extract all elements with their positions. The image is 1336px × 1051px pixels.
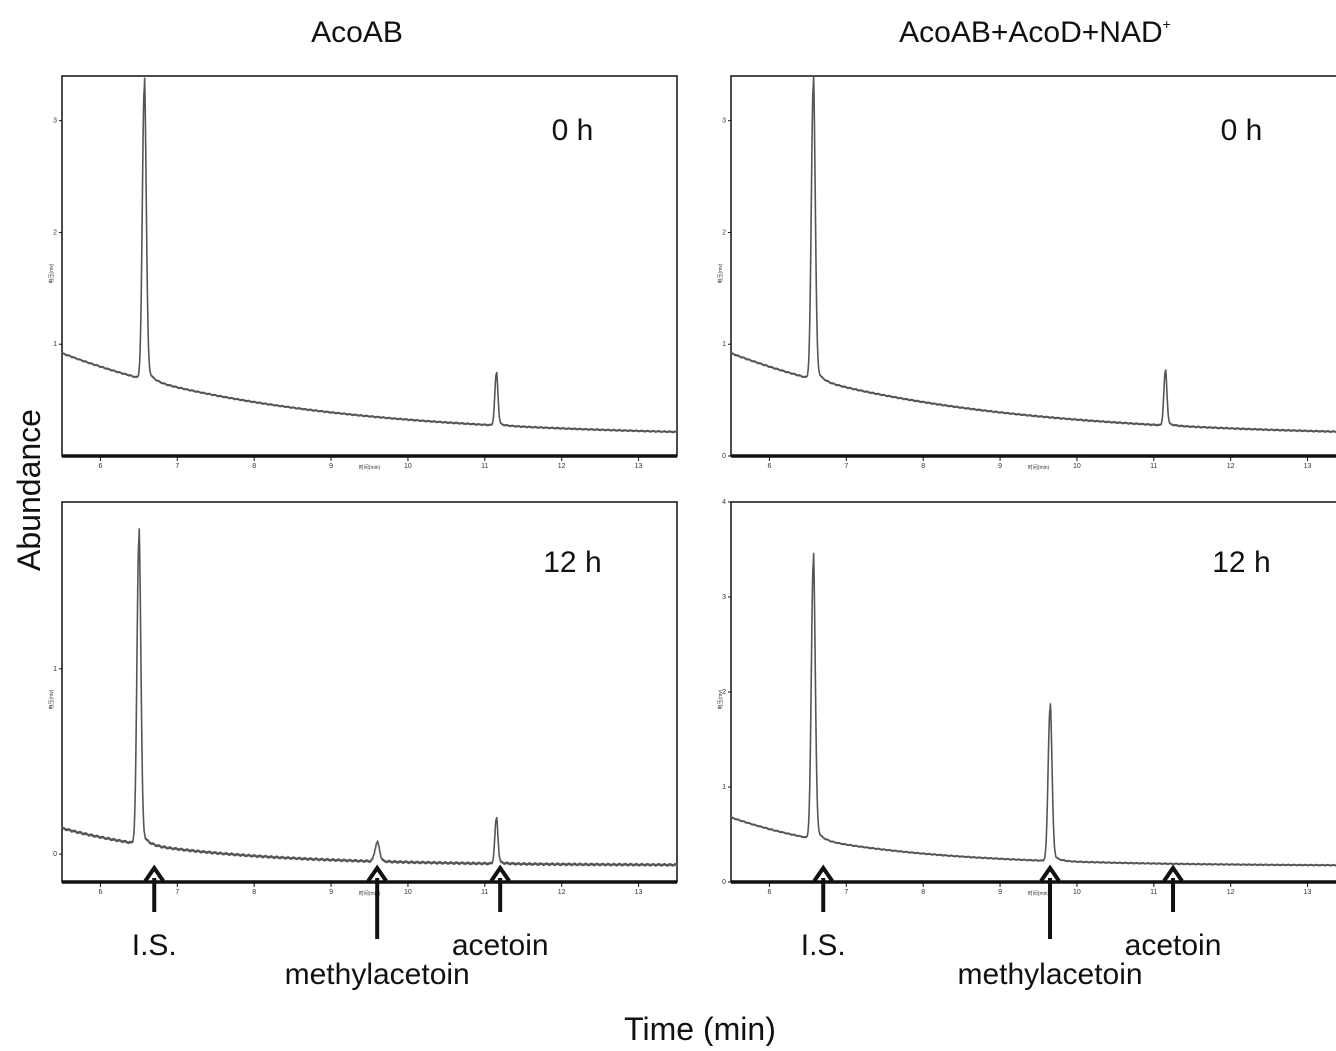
panel-y-label: 电压(mv) xyxy=(48,689,55,709)
x-tick-label: 12 xyxy=(1227,463,1235,470)
x-tick-label: 6 xyxy=(767,463,771,470)
time-point-label: 0 h xyxy=(552,114,594,147)
column-title-acoab-acod-nad: AcoAB+AcoD+NAD+ xyxy=(899,16,1171,49)
y-tick-label: 2 xyxy=(53,229,57,236)
x-tick-label: 10 xyxy=(1073,463,1081,470)
column-title-text: AcoAB+AcoD+NAD xyxy=(899,16,1162,49)
x-tick-label: 9 xyxy=(998,463,1002,470)
x-tick-label: 7 xyxy=(175,889,179,896)
y-tick-label: 1 xyxy=(722,784,726,791)
y-tick-label: 3 xyxy=(53,118,57,125)
x-tick-label: 7 xyxy=(844,463,848,470)
time-point-label: 0 h xyxy=(1221,114,1263,147)
chromatogram-trace xyxy=(61,77,678,434)
x-tick-label: 11 xyxy=(481,889,488,896)
peak-annotation: methylacetoin xyxy=(957,958,1142,991)
x-tick-label: 10 xyxy=(1073,889,1081,896)
x-tick-label: 11 xyxy=(1150,463,1157,470)
y-tick-label: 0 xyxy=(722,453,726,460)
x-tick-label: 9 xyxy=(329,889,333,896)
panel-y-label: 电压(mv) xyxy=(48,263,55,283)
x-tick-label: 12 xyxy=(558,463,566,470)
peak-arrow-head xyxy=(1039,864,1061,883)
x-tick-label: 8 xyxy=(252,463,256,470)
chromatogram-trace xyxy=(61,528,678,867)
x-tick-label: 13 xyxy=(635,889,643,896)
peak-arrow-head xyxy=(489,864,511,883)
x-tick-label: 9 xyxy=(998,889,1002,896)
x-tick-label: 13 xyxy=(635,463,643,470)
x-tick-label: 6 xyxy=(98,463,102,470)
x-tick-label: 11 xyxy=(1150,889,1157,896)
panel-x-label: 时间(min) xyxy=(359,464,381,471)
y-tick-label: 4 xyxy=(722,499,726,506)
peak-annotation: acetoin xyxy=(1125,929,1222,962)
peak-arrow-head xyxy=(812,864,834,883)
chromatogram-trace xyxy=(730,75,1336,434)
y-tick-label: 2 xyxy=(722,689,726,696)
x-tick-label: 6 xyxy=(767,889,771,896)
y-tick-label: 3 xyxy=(722,594,726,601)
y-axis-title: Abundance xyxy=(11,409,47,571)
time-point-label: 12 h xyxy=(543,546,601,579)
x-tick-label: 6 xyxy=(98,889,102,896)
y-tick-label: 3 xyxy=(722,118,726,125)
y-tick-label: 1 xyxy=(53,666,57,673)
x-tick-label: 12 xyxy=(558,889,566,896)
x-tick-label: 9 xyxy=(329,463,333,470)
peak-annotation: acetoin xyxy=(452,929,549,962)
peak-annotation: methylacetoin xyxy=(285,958,470,991)
x-tick-label: 10 xyxy=(404,889,412,896)
column-title-superscript: + xyxy=(1163,16,1171,32)
x-tick-label: 8 xyxy=(921,463,925,470)
panel-x-label: 时间(min) xyxy=(1028,890,1050,897)
peak-annotation: I.S. xyxy=(801,929,846,962)
panel-y-label: 电压(mv) xyxy=(717,689,724,709)
peak-arrow-head xyxy=(143,864,165,883)
y-tick-label: 1 xyxy=(53,341,57,348)
x-tick-label: 7 xyxy=(844,889,848,896)
x-tick-label: 8 xyxy=(921,889,925,896)
x-tick-label: 8 xyxy=(252,889,256,896)
x-tick-label: 12 xyxy=(1227,889,1235,896)
panel-x-label: 时间(min) xyxy=(359,890,381,897)
peak-annotation: I.S. xyxy=(132,929,177,962)
panel-x-label: 时间(min) xyxy=(1028,464,1050,471)
x-axis-title: Time (min) xyxy=(624,1011,776,1046)
x-tick-label: 13 xyxy=(1304,889,1312,896)
y-tick-label: 1 xyxy=(722,341,726,348)
y-tick-label: 0 xyxy=(722,879,726,886)
x-tick-label: 13 xyxy=(1304,463,1312,470)
peak-arrow-head xyxy=(1162,864,1184,883)
x-tick-label: 10 xyxy=(404,463,412,470)
chromatogram-trace xyxy=(730,552,1336,867)
x-tick-label: 7 xyxy=(175,463,179,470)
peak-arrow-head xyxy=(366,864,388,883)
column-title-acoab: AcoAB xyxy=(311,16,403,49)
panel-y-label: 电压(mv) xyxy=(717,263,724,283)
chromatogram-panel-3: 6 7 8 9 10 11 12 13 0 1 时间(min) 电压(mv) 12 h I.S. methy… xyxy=(48,501,678,991)
time-point-label: 12 h xyxy=(1212,546,1270,579)
x-tick-label: 11 xyxy=(481,463,488,470)
y-tick-label: 2 xyxy=(722,229,726,236)
y-tick-label: 0 xyxy=(53,851,57,858)
